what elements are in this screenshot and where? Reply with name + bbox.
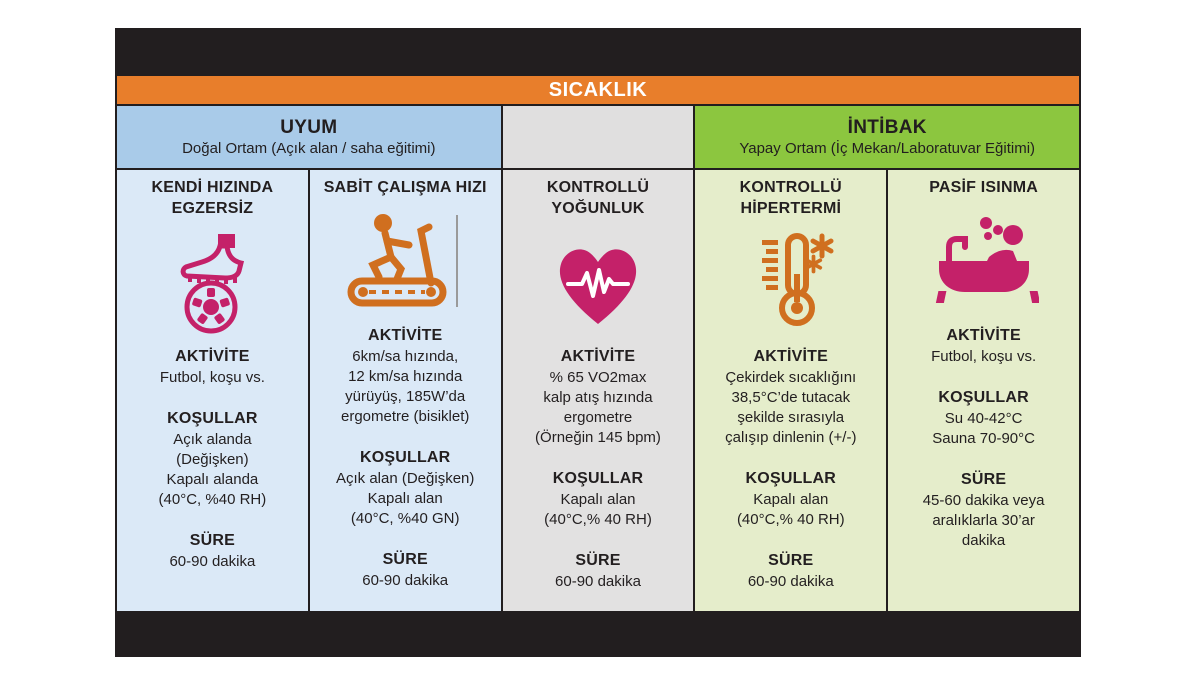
conditions-text: Su 40-42°C Sauna 70-90°C (932, 409, 1035, 447)
black-frame: SICAKLIK UYUM Doğal Ortam (Açık alan / s… (115, 28, 1081, 657)
soccer-cleat-ball-icon (121, 226, 304, 338)
activity-label: AKTİVİTE (753, 347, 829, 365)
duration-block: SÜRE 45-60 dakika veya aralıklarla 30’ar… (892, 471, 1075, 551)
conditions-block: KOŞULLAR Kapalı alan (40°C,% 40 RH) (699, 470, 882, 530)
activity-block: AKTİVİTE 6km/sa hızında, 12 km/sa hızınd… (314, 327, 497, 427)
column-passive-heating: PASİF ISINMA (888, 170, 1079, 611)
conditions-text: Açık alanda (Değişken) Kapalı alanda (40… (158, 430, 267, 508)
activity-label: AKTİVİTE (175, 347, 250, 365)
duration-label: SÜRE (189, 532, 236, 550)
column-controlled-hyperthermia: KONTROLLÜ HİPERTERMİ (695, 170, 887, 611)
conditions-text: Kapalı alan (40°C,% 40 RH) (736, 490, 845, 529)
activity-block: AKTİVİTE Çekirdek sıcaklığını 38,5°C’de … (699, 348, 882, 448)
column-controlled-intensity: KONTROLLÜ YOĞUNLUK AKTİVİTE % 65 VO2max … (502, 170, 694, 611)
column-title: KONTROLLÜ HİPERTERMİ (739, 179, 842, 217)
heart-pulse-icon (507, 226, 690, 338)
thermometer-icon (699, 226, 882, 338)
conditions-block: KOŞULLAR Kapalı alan (40°C,% 40 RH) (507, 470, 690, 530)
duration-label: SÜRE (382, 551, 428, 569)
column-title: KENDİ HIZINDA EGZERSİZ (151, 179, 274, 217)
duration-text: 45-60 dakika veya aralıklarla 30’ar daki… (922, 492, 1045, 550)
conditions-text: Kapalı alan (40°C,% 40 RH) (544, 490, 652, 529)
duration-block: SÜRE 60-90 dakika (507, 552, 690, 592)
section-header-intibak: İNTİBAK Yapay Ortam (İç Mekan/Laboratuva… (695, 106, 1079, 168)
section-header-uyum: UYUM Doğal Ortam (Açık alan / saha eğiti… (117, 106, 501, 168)
column-fixed-work-rate: SABİT ÇALIŞMA HIZI (309, 170, 501, 611)
duration-text: 60-90 dakika (169, 553, 256, 571)
column-self-paced-exercise: KENDİ HIZINDA EGZERSİZ (117, 170, 308, 611)
activity-block: AKTİVİTE Futbol, koşu vs. (121, 348, 304, 388)
section-label: UYUM (280, 117, 338, 138)
conditions-label: KOŞULLAR (938, 388, 1029, 406)
conditions-block: KOŞULLAR Açık alanda (Değişken) Kapalı a… (121, 410, 304, 510)
section-label: İNTİBAK (847, 117, 927, 138)
duration-block: SÜRE 60-90 dakika (314, 551, 497, 591)
duration-label: SÜRE (768, 552, 814, 570)
section-sublabel: Doğal Ortam (Açık alan / saha eğitimi) (182, 140, 436, 157)
duration-text: 60-90 dakika (555, 573, 641, 591)
column-title: SABİT ÇALIŞMA HIZI (323, 179, 487, 196)
conditions-label: KOŞULLAR (359, 449, 451, 467)
duration-block: SÜRE 60-90 dakika (699, 552, 882, 592)
conditions-block: KOŞULLAR Su 40-42°C Sauna 70-90°C (892, 389, 1075, 449)
activity-text: Çekirdek sıcaklığını 38,5°C’de tutacak ş… (725, 368, 857, 446)
conditions-block: KOŞULLAR Açık alan (Değişken) Kapalı ala… (314, 449, 497, 529)
conditions-label: KOŞULLAR (167, 409, 258, 427)
activity-label: AKTİVİTE (560, 347, 636, 365)
activity-text: % 65 VO2max kalp atış hızında ergometre … (535, 368, 661, 446)
conditions-label: KOŞULLAR (745, 469, 837, 487)
activity-block: AKTİVİTE % 65 VO2max kalp atış hızında e… (507, 348, 690, 448)
conditions-label: KOŞULLAR (552, 469, 644, 487)
activity-label: AKTİVİTE (367, 326, 443, 344)
activity-text: Futbol, koşu vs. (931, 347, 1037, 365)
conditions-text: Açık alan (Değişken) Kapalı alan (40°C, … (335, 470, 475, 528)
activity-label: AKTİVİTE (946, 326, 1021, 344)
acclimatization-table: SICAKLIK UYUM Doğal Ortam (Açık alan / s… (117, 76, 1079, 611)
activity-text: 6km/sa hızında, 12 km/sa hızında yürüyüş… (341, 347, 470, 426)
duration-block: SÜRE 60-90 dakika (121, 532, 304, 572)
treadmill-runner-icon (314, 205, 497, 317)
activity-text: Futbol, koşu vs. (159, 368, 265, 386)
column-title: PASİF ISINMA (929, 179, 1038, 196)
bathtub-icon (892, 205, 1075, 317)
activity-block: AKTİVİTE Futbol, koşu vs. (892, 327, 1075, 367)
duration-label: SÜRE (575, 552, 621, 570)
duration-text: 60-90 dakika (362, 572, 449, 590)
section-sublabel: Yapay Ortam (İç Mekan/Laboratuvar Eğitim… (739, 140, 1036, 157)
table-title: SICAKLIK (117, 76, 1079, 104)
section-header-middle (502, 106, 694, 168)
column-title: KONTROLLÜ YOĞUNLUK (546, 179, 650, 217)
duration-text: 60-90 dakika (747, 573, 834, 591)
duration-label: SÜRE (960, 471, 1007, 489)
